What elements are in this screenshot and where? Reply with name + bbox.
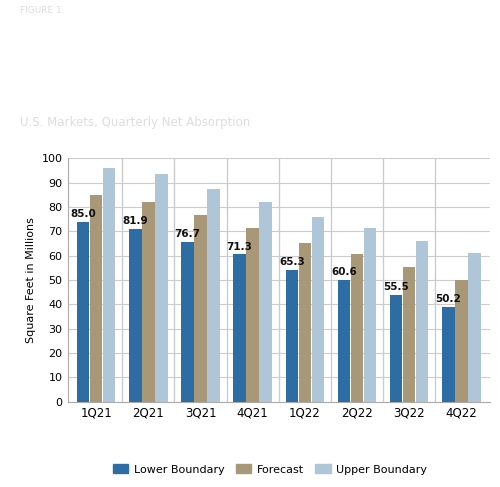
Text: The NAIOP Industrial Space Demand Forecast
with 70% Confidence Intervals: The NAIOP Industrial Space Demand Foreca… <box>20 27 432 60</box>
Text: 76.7: 76.7 <box>174 229 201 239</box>
Text: 50.2: 50.2 <box>436 294 461 304</box>
Bar <box>298 243 311 402</box>
Bar <box>416 241 428 402</box>
Bar <box>390 295 402 402</box>
Bar <box>155 174 168 402</box>
Text: 60.6: 60.6 <box>331 267 357 277</box>
Text: 65.3: 65.3 <box>279 257 304 267</box>
Bar <box>181 242 194 402</box>
Bar <box>260 202 272 402</box>
Text: 85.0: 85.0 <box>70 208 96 219</box>
Bar <box>77 222 90 402</box>
Legend: Lower Boundary, Forecast, Upper Boundary: Lower Boundary, Forecast, Upper Boundary <box>108 460 432 479</box>
Bar <box>312 217 324 402</box>
Bar <box>338 280 350 402</box>
Y-axis label: Square Feet in Millions: Square Feet in Millions <box>26 217 36 343</box>
Text: First Quarter 2021: First Quarter 2021 <box>387 157 490 168</box>
Bar <box>442 307 454 402</box>
Bar <box>468 253 480 402</box>
Bar <box>246 228 259 402</box>
Bar <box>103 168 116 402</box>
Bar <box>234 254 246 402</box>
Bar <box>90 195 102 402</box>
Bar <box>455 280 468 402</box>
Bar <box>129 229 141 402</box>
Text: FIGURE 1: FIGURE 1 <box>20 6 62 15</box>
Text: 71.3: 71.3 <box>226 242 252 251</box>
Bar <box>403 266 415 402</box>
Text: 81.9: 81.9 <box>122 216 148 226</box>
Bar <box>208 188 220 402</box>
Text: U.S. Markets, Quarterly Net Absorption: U.S. Markets, Quarterly Net Absorption <box>20 116 250 129</box>
Bar <box>194 215 207 402</box>
Bar <box>286 270 298 402</box>
Bar <box>364 227 376 402</box>
Bar <box>350 254 364 402</box>
Bar <box>142 202 154 402</box>
Text: 55.5: 55.5 <box>383 281 409 292</box>
